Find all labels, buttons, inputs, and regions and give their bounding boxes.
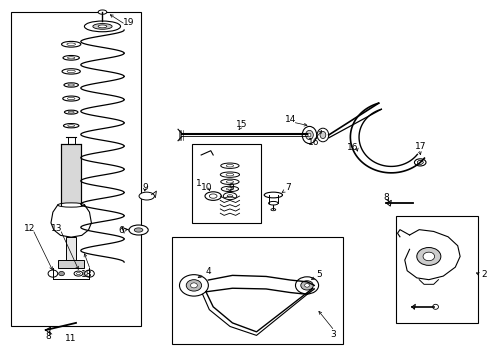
Ellipse shape bbox=[98, 25, 106, 28]
Ellipse shape bbox=[220, 163, 239, 168]
Text: 11: 11 bbox=[65, 334, 77, 343]
Circle shape bbox=[48, 270, 58, 277]
Circle shape bbox=[179, 275, 208, 296]
Ellipse shape bbox=[227, 195, 232, 198]
Ellipse shape bbox=[317, 128, 328, 142]
Text: 9: 9 bbox=[228, 183, 234, 192]
Text: 4: 4 bbox=[205, 267, 211, 276]
Ellipse shape bbox=[264, 192, 282, 198]
Ellipse shape bbox=[270, 208, 275, 211]
Ellipse shape bbox=[220, 179, 239, 184]
Text: 16: 16 bbox=[346, 143, 358, 152]
Circle shape bbox=[295, 277, 318, 294]
Ellipse shape bbox=[220, 172, 239, 177]
Text: 18: 18 bbox=[81, 270, 93, 279]
Circle shape bbox=[422, 252, 434, 261]
Ellipse shape bbox=[226, 188, 233, 190]
Text: 12: 12 bbox=[23, 224, 35, 233]
Ellipse shape bbox=[416, 161, 422, 164]
Bar bbox=[58, 260, 84, 268]
Ellipse shape bbox=[226, 180, 233, 183]
Ellipse shape bbox=[98, 10, 106, 14]
Ellipse shape bbox=[68, 84, 74, 86]
Bar bbox=[66, 237, 76, 260]
Text: 2: 2 bbox=[481, 270, 487, 279]
Text: 3: 3 bbox=[330, 330, 336, 339]
Text: 5: 5 bbox=[316, 270, 322, 279]
Text: 14: 14 bbox=[284, 115, 295, 124]
Ellipse shape bbox=[319, 131, 325, 139]
Ellipse shape bbox=[204, 192, 221, 201]
Ellipse shape bbox=[302, 126, 316, 144]
Ellipse shape bbox=[63, 123, 79, 128]
Circle shape bbox=[416, 248, 440, 265]
Ellipse shape bbox=[93, 23, 112, 29]
Text: 7: 7 bbox=[285, 183, 290, 192]
Ellipse shape bbox=[67, 125, 75, 127]
Text: 10: 10 bbox=[201, 183, 212, 192]
Ellipse shape bbox=[67, 57, 75, 59]
Ellipse shape bbox=[307, 133, 310, 137]
Ellipse shape bbox=[74, 271, 82, 276]
Text: 15: 15 bbox=[236, 120, 247, 129]
Bar bbox=[61, 144, 81, 205]
Ellipse shape bbox=[62, 69, 80, 74]
Ellipse shape bbox=[209, 194, 217, 198]
Bar bbox=[191, 144, 261, 223]
Ellipse shape bbox=[416, 161, 422, 164]
Ellipse shape bbox=[129, 225, 148, 235]
Ellipse shape bbox=[76, 273, 80, 275]
Ellipse shape bbox=[68, 111, 74, 113]
Ellipse shape bbox=[223, 193, 236, 200]
Ellipse shape bbox=[62, 96, 80, 101]
Ellipse shape bbox=[432, 304, 438, 309]
Circle shape bbox=[304, 284, 309, 287]
Ellipse shape bbox=[67, 98, 75, 100]
Ellipse shape bbox=[64, 110, 78, 114]
Circle shape bbox=[84, 270, 94, 277]
Ellipse shape bbox=[268, 202, 278, 205]
Ellipse shape bbox=[58, 203, 84, 207]
Ellipse shape bbox=[221, 186, 238, 192]
Ellipse shape bbox=[64, 83, 78, 87]
Ellipse shape bbox=[305, 130, 313, 140]
Text: 8: 8 bbox=[45, 332, 51, 341]
Text: 13: 13 bbox=[51, 224, 62, 233]
Text: 8: 8 bbox=[383, 193, 388, 202]
Ellipse shape bbox=[63, 55, 79, 60]
Text: 9: 9 bbox=[142, 183, 147, 192]
Text: 1: 1 bbox=[196, 179, 202, 188]
Circle shape bbox=[186, 280, 201, 291]
Text: 6: 6 bbox=[118, 226, 123, 235]
Text: 17: 17 bbox=[414, 141, 426, 150]
Ellipse shape bbox=[61, 41, 81, 47]
Text: 19: 19 bbox=[123, 18, 134, 27]
Bar bbox=[172, 237, 343, 344]
Ellipse shape bbox=[225, 174, 233, 176]
Bar bbox=[11, 12, 141, 327]
Circle shape bbox=[300, 281, 313, 290]
Circle shape bbox=[59, 271, 64, 276]
Ellipse shape bbox=[416, 161, 422, 164]
Bar bbox=[395, 216, 477, 323]
Ellipse shape bbox=[139, 192, 154, 200]
Ellipse shape bbox=[67, 70, 75, 73]
Ellipse shape bbox=[84, 21, 120, 32]
Ellipse shape bbox=[414, 159, 425, 166]
Text: 16: 16 bbox=[307, 138, 318, 147]
Ellipse shape bbox=[134, 228, 142, 232]
Ellipse shape bbox=[67, 43, 75, 46]
Ellipse shape bbox=[226, 165, 233, 167]
Circle shape bbox=[190, 283, 197, 288]
